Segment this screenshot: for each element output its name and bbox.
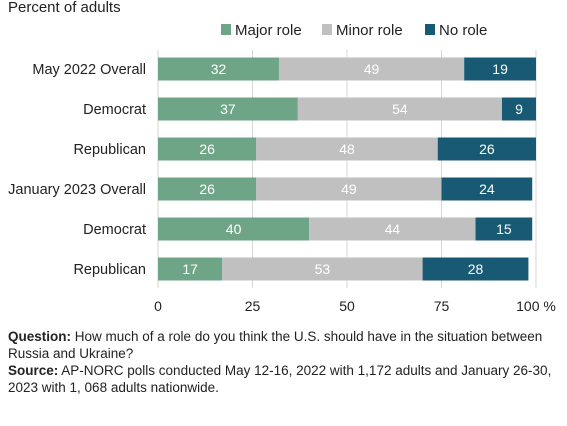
bar-no-role-0	[464, 57, 536, 81]
category-label-1: Democrat	[83, 102, 146, 118]
data-label-minor-role-4: 44	[385, 221, 401, 237]
bar-minor-role-1	[297, 97, 502, 121]
data-label-no-role-5: 28	[468, 261, 484, 277]
x-axis-ticks: 0 25 50 75 100 %	[154, 298, 556, 314]
data-label-no-role-0: 19	[492, 61, 508, 77]
question-note: Question: How much of a role do you thin…	[8, 328, 560, 362]
bar-minor-role-2	[256, 137, 438, 161]
x-tick-label-0: 0	[154, 298, 162, 314]
data-label-major-role-2: 26	[199, 141, 215, 157]
data-label-no-role-1: 9	[515, 101, 523, 117]
category-label-4: Democrat	[83, 222, 146, 238]
data-label-major-role-5: 17	[182, 261, 198, 277]
question-text: How much of a role do you think the U.S.…	[8, 329, 543, 361]
bar-minor-role-5	[222, 257, 423, 281]
legend-swatch-minor-role	[322, 24, 332, 35]
legend-swatch-no-role	[425, 24, 435, 35]
category-label-2: Republican	[73, 142, 146, 158]
category-label-0: May 2022 Overall	[32, 62, 146, 78]
source-note: Source: AP-NORC polls conducted May 12-1…	[8, 362, 560, 396]
bar-no-role-3	[441, 177, 533, 201]
bar-no-role-4	[475, 217, 533, 241]
data-label-no-role-4: 15	[496, 221, 512, 237]
data-label-major-role-0: 32	[211, 61, 227, 77]
chart-notes: Question: How much of a role do you thin…	[8, 328, 560, 396]
legend: Major role Minor role No role	[221, 22, 487, 39]
source-label: Source:	[8, 363, 59, 378]
chart-subtitle: Percent of adults	[8, 0, 121, 16]
legend-label-minor-role: Minor role	[336, 22, 403, 39]
bar-minor-role-3	[256, 177, 442, 201]
data-label-major-role-3: 26	[199, 181, 215, 197]
x-tick-label-3: 75	[434, 298, 450, 314]
data-label-minor-role-5: 53	[315, 261, 331, 277]
data-label-minor-role-3: 49	[341, 181, 357, 197]
legend-swatch-major-role	[221, 24, 231, 35]
bar-major-role-2	[158, 137, 257, 161]
bars: 32 49 19 37 54 9 26 48 26 26 49 24 40 44 15 17 53 28	[158, 57, 536, 281]
source-text: AP-NORC polls conducted May 12-16, 2022 …	[8, 363, 552, 395]
legend-label-major-role: Major role	[235, 22, 302, 39]
bar-no-role-5	[422, 257, 529, 281]
x-tick-label-4: 100 %	[516, 298, 556, 314]
x-tick-label-1: 25	[245, 298, 261, 314]
bar-minor-role-4	[309, 217, 476, 241]
bar-major-role-0	[158, 57, 279, 81]
legend-label-no-role: No role	[439, 22, 487, 39]
category-label-3: January 2023 Overall	[8, 182, 146, 198]
bar-no-role-1	[501, 97, 536, 121]
gridlines	[157, 50, 537, 288]
data-label-minor-role-0: 49	[364, 61, 380, 77]
data-label-major-role-4: 40	[226, 221, 242, 237]
category-label-5: Republican	[73, 262, 146, 278]
bar-major-role-1	[158, 97, 298, 121]
bar-major-role-3	[158, 177, 257, 201]
data-label-minor-role-2: 48	[339, 141, 355, 157]
data-label-major-role-1: 37	[220, 101, 236, 117]
x-tick-label-2: 50	[339, 298, 355, 314]
bar-major-role-4	[158, 217, 310, 241]
data-label-no-role-2: 26	[479, 141, 495, 157]
bar-no-role-2	[437, 137, 536, 161]
category-labels: May 2022 Overall Democrat Republican Januar…	[8, 62, 146, 278]
data-label-no-role-3: 24	[479, 181, 495, 197]
bar-major-role-5	[158, 257, 223, 281]
question-label: Question:	[8, 329, 71, 344]
bar-minor-role-0	[278, 57, 465, 81]
data-label-minor-role-1: 54	[392, 101, 408, 117]
